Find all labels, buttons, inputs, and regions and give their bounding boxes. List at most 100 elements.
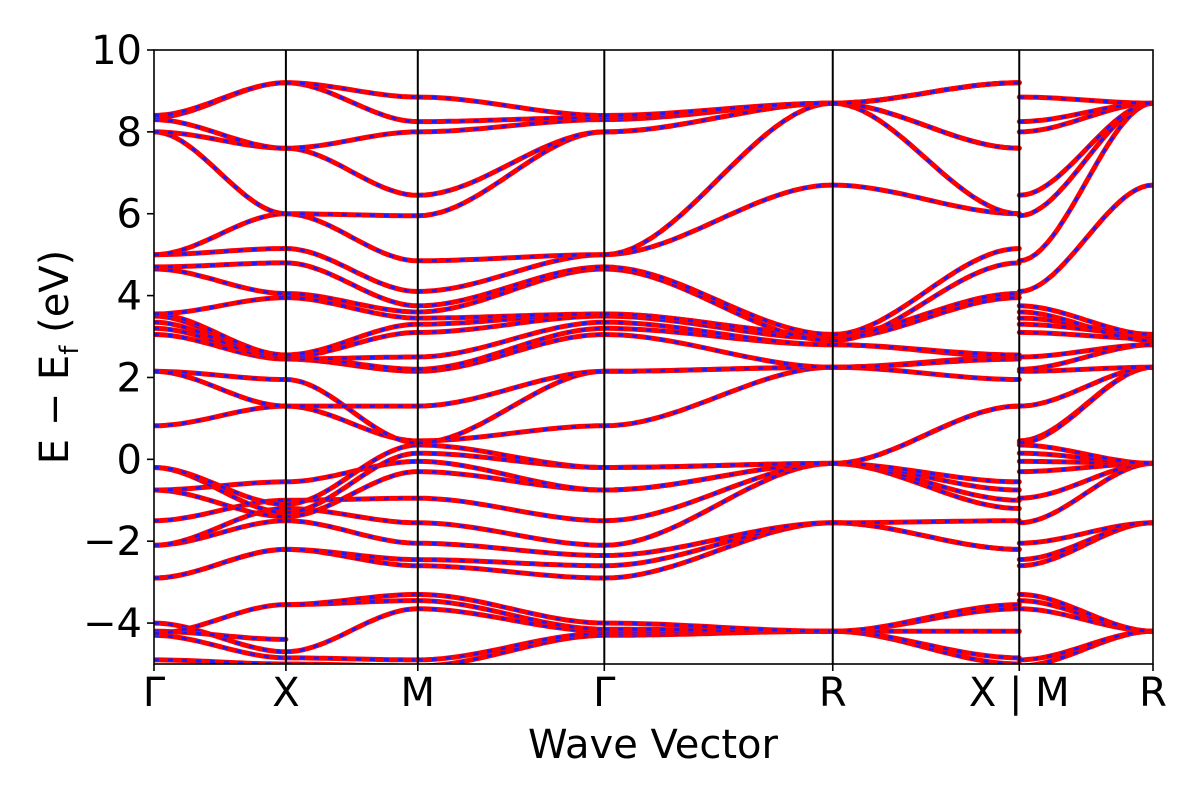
y-tick-label: 6 <box>117 192 142 238</box>
band-line-red <box>283 655 421 663</box>
band-line-blue <box>604 521 833 557</box>
band-line-blue <box>1019 443 1153 465</box>
band-line-red <box>1017 628 1153 664</box>
band-line-blue <box>417 459 605 492</box>
band-line-red <box>830 602 1022 634</box>
y-axis-ticks: −4 −2 0 2 4 6 8 10 <box>83 28 154 647</box>
band-line-blue <box>1019 365 1153 408</box>
band-line-blue <box>604 101 833 117</box>
band-line-red <box>415 495 607 524</box>
band-line-blue <box>417 521 605 547</box>
band-line-blue <box>604 461 833 469</box>
band-line-red <box>601 264 836 337</box>
y-tick-label: −2 <box>83 519 142 565</box>
y-tick-label: −4 <box>83 601 142 647</box>
band-line-blue <box>1019 521 1153 545</box>
band-line-blue <box>285 443 418 506</box>
band-line-blue <box>285 519 418 545</box>
band-line-red <box>1016 591 1153 634</box>
band-line-blue <box>285 146 418 197</box>
band-line-red <box>601 460 836 524</box>
band-line-blue <box>1019 521 1153 568</box>
band-line-blue <box>285 378 418 445</box>
band-line-blue <box>154 488 286 519</box>
band-line-red <box>154 602 289 636</box>
x-axis-ticks: Γ X M Γ R X | M R <box>143 664 1167 716</box>
band-line-blue <box>832 603 1020 633</box>
band-line-red <box>415 94 607 118</box>
band-line-blue <box>417 267 605 314</box>
band-line-red <box>283 458 421 485</box>
band-line-blue <box>832 461 1020 484</box>
band-line-blue <box>604 101 833 257</box>
band-line-red <box>830 80 1022 106</box>
x-tick-label: R <box>819 670 847 716</box>
band-line-blue <box>417 312 605 320</box>
band-line-blue <box>832 101 1020 150</box>
band-line-red <box>830 628 1022 664</box>
band-line-red <box>415 598 607 632</box>
band-line-red <box>283 606 421 655</box>
band-line-blue <box>154 466 286 506</box>
band-line-blue <box>154 369 286 408</box>
band-line-blue <box>154 118 286 150</box>
band-line-blue <box>417 326 605 371</box>
band-line-red <box>283 260 421 309</box>
x-tick-label: Γ <box>143 670 166 716</box>
band-line-blue <box>285 81 418 124</box>
band-line-blue <box>154 547 286 580</box>
band-line-red <box>830 520 1022 552</box>
band-line-blue <box>604 326 833 347</box>
y-tick-label: 2 <box>117 355 142 401</box>
band-line-blue <box>604 461 833 492</box>
band-line-blue <box>832 183 1020 216</box>
band-line-blue <box>285 212 418 263</box>
band-line-blue <box>154 633 286 660</box>
high-symmetry-lines <box>284 50 1021 664</box>
band-line-blue <box>417 369 605 445</box>
y-axis-label-main: E − E <box>32 355 78 465</box>
band-line-red <box>154 295 289 317</box>
band-line-red <box>601 182 836 258</box>
band-line-blue <box>604 621 833 633</box>
band-line-red <box>416 632 607 664</box>
band-line-red <box>415 630 607 663</box>
band-line-red <box>415 129 607 219</box>
band-line-red <box>283 80 421 100</box>
band-line-blue <box>832 343 1020 357</box>
band-line-red <box>154 465 289 507</box>
band-line-red <box>283 321 421 358</box>
band-line-blue <box>417 130 605 197</box>
band-line-blue <box>417 130 605 218</box>
band-line-blue <box>832 261 1020 343</box>
band-line-blue <box>832 101 1020 216</box>
band-line-blue <box>417 369 605 408</box>
band-line-red <box>283 354 421 362</box>
band-line-red <box>283 129 421 151</box>
band-line-blue <box>417 253 605 293</box>
band-line-red <box>1016 94 1153 106</box>
band-line-red <box>283 211 421 219</box>
band-line-blue <box>604 101 833 134</box>
band-line-blue <box>1019 304 1153 336</box>
band-line-blue <box>1019 310 1153 343</box>
band-line-blue <box>604 627 833 633</box>
band-line-blue <box>285 330 418 359</box>
band-line-blue <box>832 81 1020 105</box>
band-line-blue <box>417 496 605 523</box>
band-line-blue <box>417 265 605 308</box>
y-tick-label: 10 <box>91 28 142 74</box>
band-line-blue <box>417 253 605 263</box>
band-line-blue <box>832 357 1020 369</box>
band-line-blue <box>1019 343 1153 359</box>
band-line-red <box>601 364 836 429</box>
band-line-blue <box>417 443 605 469</box>
band-line-red <box>154 246 289 258</box>
band-line-blue <box>832 519 1020 525</box>
band-line-blue <box>285 470 418 519</box>
band-line-blue <box>604 320 833 347</box>
band-line-blue <box>832 247 1020 336</box>
band-line-blue <box>154 312 286 357</box>
band-line-red <box>830 628 1022 661</box>
